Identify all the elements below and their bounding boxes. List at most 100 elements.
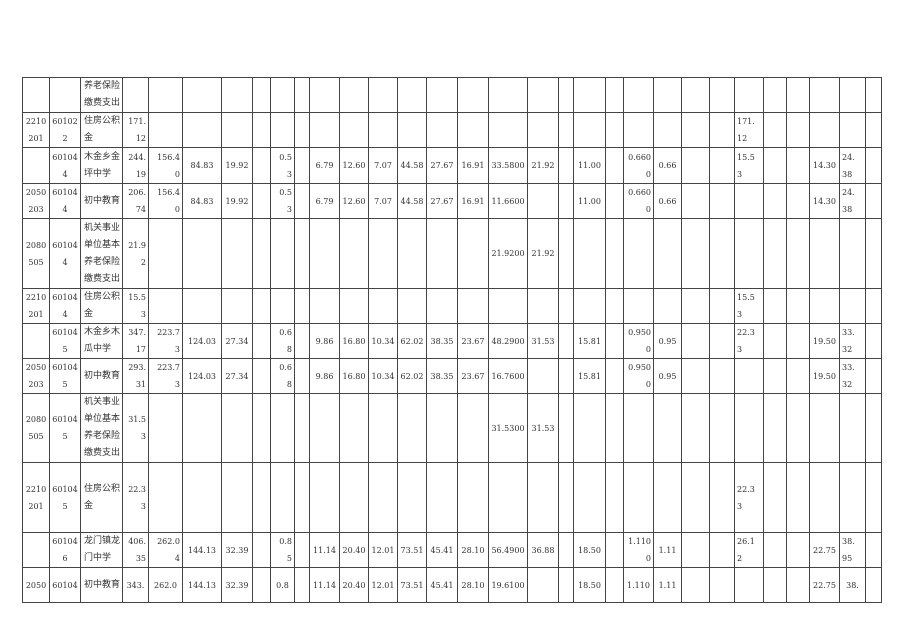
table-cell — [221, 393, 253, 463]
table-cell — [426, 77, 458, 113]
table-cell: 21.92 — [527, 147, 559, 184]
table-cell — [623, 288, 654, 324]
table-cell: 1.11 — [653, 532, 682, 568]
table-cell: 10.34 — [368, 358, 398, 394]
table-cell: 2210 201 — [22, 112, 50, 148]
table-cell: 住房公积 金 — [80, 288, 123, 324]
table-row: 60104 4 木金乡金 坪中学 244. 19 156.4 0 84.83 19.92 0… — [22, 147, 882, 184]
table-cell: 19.50 — [809, 323, 840, 359]
table-cell — [605, 532, 624, 568]
table-cell: 28.10 — [457, 532, 489, 568]
table-cell: 293. 31 — [122, 358, 149, 394]
table-cell — [839, 218, 866, 289]
table-cell — [368, 77, 398, 113]
table-cell: 24. 38 — [839, 183, 866, 219]
table-cell — [763, 288, 787, 324]
table-cell — [786, 323, 810, 359]
table-cell — [339, 288, 369, 324]
table-cell — [786, 77, 810, 113]
table-cell — [558, 393, 574, 463]
table-cell — [865, 567, 882, 603]
table-cell — [527, 183, 559, 219]
table-cell — [252, 532, 271, 568]
table-cell — [122, 77, 149, 113]
table-cell — [786, 462, 810, 533]
table-cell: 16.80 — [339, 323, 369, 359]
table-row: 2080 505 60104 5 机关事业 单位基本 养老保险 缴费支出 31.5 3… — [22, 393, 882, 463]
table-cell: 73.51 — [397, 532, 427, 568]
table-cell — [148, 288, 183, 324]
table-cell: 33.5800 — [488, 147, 528, 184]
table-cell — [573, 218, 606, 289]
table-cell: 60104 6 — [49, 532, 81, 568]
table-cell: 木金乡木 瓜中学 — [80, 323, 123, 359]
table-cell — [270, 112, 295, 148]
table-cell: 住房公积 金 — [80, 462, 123, 533]
table-row: 2080 505 60104 4 机关事业 单位基本 养老保险 缴费支出 21.9 2… — [22, 218, 882, 289]
table-cell: 27.67 — [426, 147, 458, 184]
table-cell — [623, 218, 654, 289]
table-cell: 244. 19 — [122, 147, 149, 184]
table-cell — [786, 112, 810, 148]
table-cell — [709, 462, 735, 533]
table-cell — [252, 358, 271, 394]
table-cell: 44.58 — [397, 183, 427, 219]
table-cell — [786, 218, 810, 289]
table-cell: 0.950 0 — [623, 323, 654, 359]
table-cell — [527, 288, 559, 324]
table-cell — [809, 288, 840, 324]
table-cell: 262.0 4 — [148, 532, 183, 568]
table-cell — [426, 288, 458, 324]
table-cell — [763, 147, 787, 184]
table-cell: 0.660 0 — [623, 183, 654, 219]
table-cell — [22, 77, 50, 113]
table-cell: 19.92 — [221, 147, 253, 184]
table-cell — [605, 567, 624, 603]
table-cell — [182, 393, 222, 463]
table-cell — [527, 567, 559, 603]
table-cell: 11.14 — [309, 567, 340, 603]
table-cell — [573, 462, 606, 533]
table-cell — [786, 567, 810, 603]
table-cell: 2050 — [22, 567, 50, 603]
table-cell — [294, 358, 310, 394]
table-cell — [148, 462, 183, 533]
table-cell: 机关事业 单位基本 养老保险 缴费支出 — [80, 393, 123, 463]
table-cell — [221, 112, 253, 148]
table-cell: 60104 4 — [49, 147, 81, 184]
table-cell — [865, 112, 882, 148]
table-cell: 0.66 — [653, 183, 682, 219]
table-cell: 19.6100 — [488, 567, 528, 603]
table-cell — [294, 288, 310, 324]
table-row: 2050 203 60104 4 初中教育 206. 74 156.4 0 84.83 19… — [22, 183, 882, 219]
table-cell: 343. — [122, 567, 149, 603]
table-cell: 16.91 — [457, 147, 489, 184]
table-cell: 0.5 3 — [270, 183, 295, 219]
table-cell — [397, 393, 427, 463]
table-cell — [221, 462, 253, 533]
table-cell — [270, 288, 295, 324]
table-cell — [22, 147, 50, 184]
table-cell: 31.53 — [527, 323, 559, 359]
table-cell: 14.30 — [809, 183, 840, 219]
table-cell — [763, 323, 787, 359]
table-cell — [182, 462, 222, 533]
table-cell: 15.5 3 — [734, 288, 764, 324]
table-cell — [865, 532, 882, 568]
table-cell — [709, 147, 735, 184]
table-cell — [294, 462, 310, 533]
table-cell — [839, 112, 866, 148]
table-cell — [653, 112, 682, 148]
table-cell: 7.07 — [368, 183, 398, 219]
table-cell — [839, 462, 866, 533]
table-cell: 住房公积 金 — [80, 112, 123, 148]
table-cell: 21.9 2 — [122, 218, 149, 289]
table-cell: 347. 17 — [122, 323, 149, 359]
table-cell — [252, 323, 271, 359]
table-cell: 22.75 — [809, 567, 840, 603]
table-cell — [605, 462, 624, 533]
table-cell — [709, 218, 735, 289]
table-cell: 262.0 — [148, 567, 183, 603]
table-cell: 1.110 — [623, 567, 654, 603]
table-cell: 20.40 — [339, 532, 369, 568]
